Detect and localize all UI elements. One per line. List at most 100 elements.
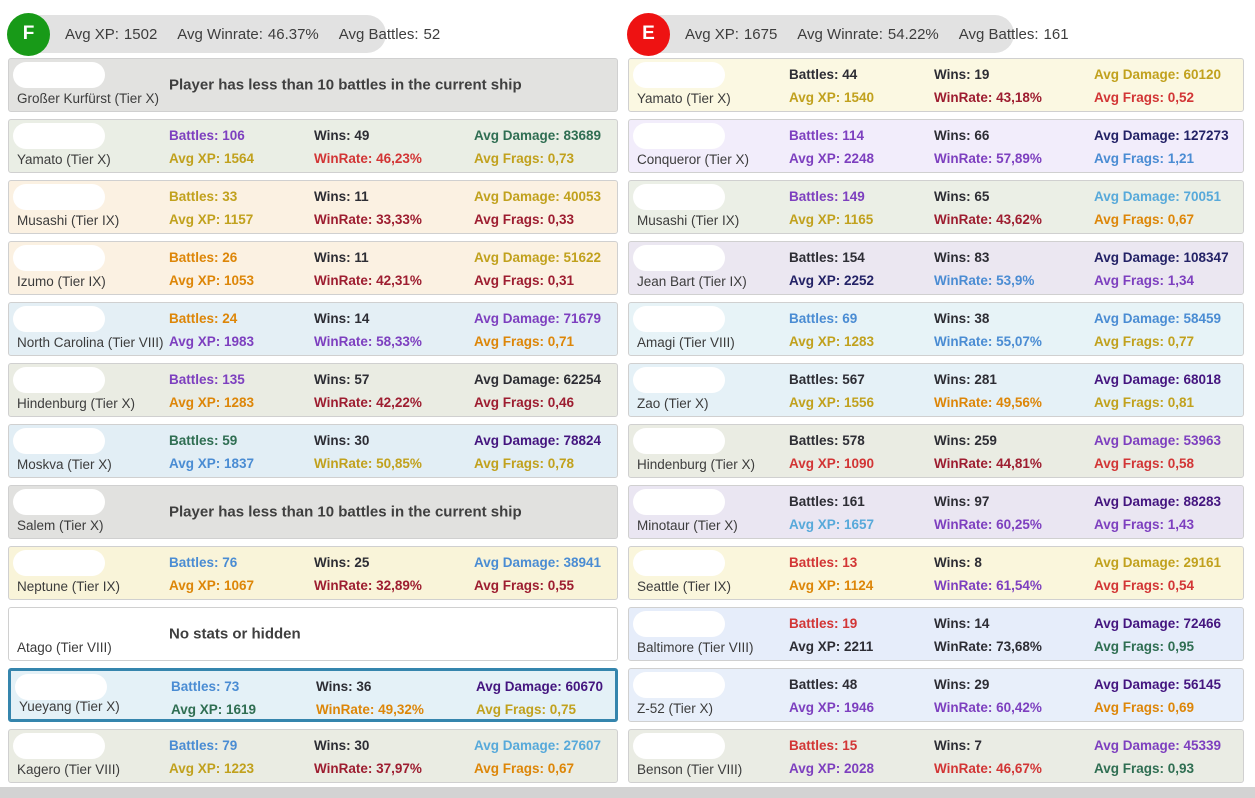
ship-row[interactable]: Jean Bart (Tier IX) Battles: 154 Wins: 83… xyxy=(628,241,1244,295)
team-f-summary: Avg XP: 1502 Avg Winrate: 46.37% Avg Battl… xyxy=(65,26,440,43)
team-e-summary-pill: E Avg XP: 1675 Avg Winrate: 54.22% Avg Bat… xyxy=(627,12,1069,56)
ship-row[interactable]: Moskva (Tier X) Battles: 59 Wins: 30 Avg D… xyxy=(8,424,618,478)
stat-winrate: WinRate: 55,07% xyxy=(934,334,1042,349)
player-name-redacted xyxy=(13,611,105,637)
stat-avg-frags: Avg Frags: 0,31 xyxy=(474,273,575,288)
stat-wins: Wins: 83 xyxy=(934,250,990,265)
stat-wins: Wins: 14 xyxy=(314,311,370,326)
player-name-redacted xyxy=(633,611,725,637)
stat-winrate: WinRate: 73,68% xyxy=(934,639,1042,654)
ship-row[interactable]: Amagi (Tier VIII) Battles: 69 Wins: 38 Avg… xyxy=(628,302,1244,356)
ship-row[interactable]: Seattle (Tier IX) Battles: 13 Wins: 8 Avg … xyxy=(628,546,1244,600)
stat-wins: Wins: 49 xyxy=(314,128,370,143)
stat-avg-xp: Avg XP: 1540 xyxy=(789,90,875,105)
stat-battles: Battles: 154 xyxy=(789,250,865,265)
stat-battles: Battles: 578 xyxy=(789,433,865,448)
stat-avg-xp: Avg XP: 1983 xyxy=(169,334,255,349)
ship-row[interactable]: Minotaur (Tier X) Battles: 161 Wins: 97 Av… xyxy=(628,485,1244,539)
stat-avg-xp: Avg XP: 1223 xyxy=(169,761,255,776)
ship-row[interactable]: Zao (Tier X) Battles: 567 Wins: 281 Avg Da… xyxy=(628,363,1244,417)
ship-row[interactable]: Izumo (Tier IX) Battles: 26 Wins: 11 Avg D… xyxy=(8,241,618,295)
stat-wins: Wins: 97 xyxy=(934,494,990,509)
stat-battles: Battles: 76 xyxy=(169,555,238,570)
stat-wins: Wins: 38 xyxy=(934,311,990,326)
ship-row[interactable]: Salem (Tier X) Player has less than 10 b… xyxy=(8,485,618,539)
stat-wins: Wins: 19 xyxy=(934,67,990,82)
team-e-badge: E xyxy=(627,12,670,56)
ship-row[interactable]: Yamato (Tier X) Battles: 44 Wins: 19 Avg D… xyxy=(628,58,1244,112)
player-name-redacted xyxy=(633,367,725,393)
stat-battles: Battles: 48 xyxy=(789,677,858,692)
stat-wins: Wins: 30 xyxy=(314,433,370,448)
stat-avg-xp: Avg XP: 1564 xyxy=(169,151,255,166)
stat-winrate: WinRate: 37,97% xyxy=(314,761,422,776)
ship-name: Jean Bart (Tier IX) xyxy=(637,274,747,289)
ship-row[interactable]: Kagero (Tier VIII) Battles: 79 Wins: 30 Av… xyxy=(8,729,618,783)
ship-row[interactable]: Conqueror (Tier X) Battles: 114 Wins: 66 A… xyxy=(628,119,1244,173)
stat-avg-xp: Avg XP: 1556 xyxy=(789,395,875,410)
stat-avg-frags: Avg Frags: 0,33 xyxy=(474,212,575,227)
stat-avg-damage: Avg Damage: 60120 xyxy=(1094,67,1222,82)
stat-avg-damage: Avg Damage: 78824 xyxy=(474,433,602,448)
ship-name: Seattle (Tier IX) xyxy=(637,579,732,594)
ship-row[interactable]: Benson (Tier VIII) Battles: 15 Wins: 7 Avg… xyxy=(628,729,1244,783)
team-e-avg-winrate: Avg Winrate: 54.22% xyxy=(797,25,939,43)
stat-avg-xp: Avg XP: 1165 xyxy=(789,212,874,227)
player-name-redacted xyxy=(633,123,725,149)
ship-name: Atago (Tier VIII) xyxy=(17,640,112,655)
player-name-redacted xyxy=(13,550,105,576)
ship-row[interactable]: Musashi (Tier IX) Battles: 149 Wins: 65 Av… xyxy=(628,180,1244,234)
stat-winrate: WinRate: 46,23% xyxy=(314,151,422,166)
ship-row[interactable]: Hindenburg (Tier X) Battles: 135 Wins: 57… xyxy=(8,363,618,417)
stat-avg-damage: Avg Damage: 68018 xyxy=(1094,372,1222,387)
stat-winrate: WinRate: 49,32% xyxy=(316,702,424,717)
team-e-avg-xp: Avg XP: 1675 xyxy=(685,25,778,43)
stat-battles: Battles: 79 xyxy=(169,738,238,753)
stat-winrate: WinRate: 43,18% xyxy=(934,90,1042,105)
stat-avg-frags: Avg Frags: 0,55 xyxy=(474,578,575,593)
stat-winrate: WinRate: 53,9% xyxy=(934,273,1035,288)
stat-avg-xp: Avg XP: 2252 xyxy=(789,273,875,288)
stat-avg-damage: Avg Damage: 53963 xyxy=(1094,433,1222,448)
ship-row[interactable]: Yueyang (Tier X) Battles: 73 Wins: 36 Avg … xyxy=(8,668,618,722)
stat-wins: Wins: 8 xyxy=(934,555,982,570)
ship-name: Zao (Tier X) xyxy=(637,396,709,411)
ship-name: Baltimore (Tier VIII) xyxy=(637,640,754,655)
status-message: Player has less than 10 battles in the c… xyxy=(169,503,522,521)
ship-row[interactable]: Yamato (Tier X) Battles: 106 Wins: 49 Avg … xyxy=(8,119,618,173)
stat-winrate: WinRate: 42,22% xyxy=(314,395,422,410)
player-name-redacted xyxy=(633,184,725,210)
stat-wins: Wins: 29 xyxy=(934,677,990,692)
ship-row[interactable]: Musashi (Tier IX) Battles: 33 Wins: 11 Avg… xyxy=(8,180,618,234)
ship-row[interactable]: Z-52 (Tier X) Battles: 48 Wins: 29 Avg Dam… xyxy=(628,668,1244,722)
stat-avg-xp: Avg XP: 1657 xyxy=(789,517,875,532)
ship-name: Amagi (Tier VIII) xyxy=(637,335,735,350)
stat-avg-frags: Avg Frags: 0,67 xyxy=(1094,212,1195,227)
stat-battles: Battles: 13 xyxy=(789,555,858,570)
stat-avg-xp: Avg XP: 2248 xyxy=(789,151,875,166)
ship-row[interactable]: Baltimore (Tier VIII) Battles: 19 Wins: 1… xyxy=(628,607,1244,661)
stat-avg-xp: Avg XP: 2211 xyxy=(789,639,874,654)
team-f-avg-xp: Avg XP: 1502 xyxy=(65,25,158,43)
stat-avg-xp: Avg XP: 1067 xyxy=(169,578,255,593)
team-column-f: Großer Kurfürst (Tier X) Player has less… xyxy=(8,58,618,790)
player-name-redacted xyxy=(633,489,725,515)
player-name-redacted xyxy=(13,245,105,271)
stat-avg-damage: Avg Damage: 45339 xyxy=(1094,738,1222,753)
stat-battles: Battles: 44 xyxy=(789,67,858,82)
ship-row[interactable]: Hindenburg (Tier X) Battles: 578 Wins: 25… xyxy=(628,424,1244,478)
ship-row[interactable]: Großer Kurfürst (Tier X) Player has less… xyxy=(8,58,618,112)
stat-avg-xp: Avg XP: 1619 xyxy=(171,702,257,717)
stat-wins: Wins: 65 xyxy=(934,189,990,204)
stat-winrate: WinRate: 49,56% xyxy=(934,395,1042,410)
stat-avg-xp: Avg XP: 1157 xyxy=(169,212,254,227)
ship-row[interactable]: North Carolina (Tier VIII) Battles: 24 Wi… xyxy=(8,302,618,356)
stat-wins: Wins: 259 xyxy=(934,433,997,448)
ship-row[interactable]: Neptune (Tier IX) Battles: 76 Wins: 25 Avg… xyxy=(8,546,618,600)
stat-winrate: WinRate: 32,89% xyxy=(314,578,422,593)
stat-battles: Battles: 114 xyxy=(789,128,865,143)
player-name-redacted xyxy=(13,62,105,88)
ship-name: Z-52 (Tier X) xyxy=(637,701,714,716)
stat-battles: Battles: 26 xyxy=(169,250,238,265)
ship-row[interactable]: Atago (Tier VIII) No stats or hidden xyxy=(8,607,618,661)
